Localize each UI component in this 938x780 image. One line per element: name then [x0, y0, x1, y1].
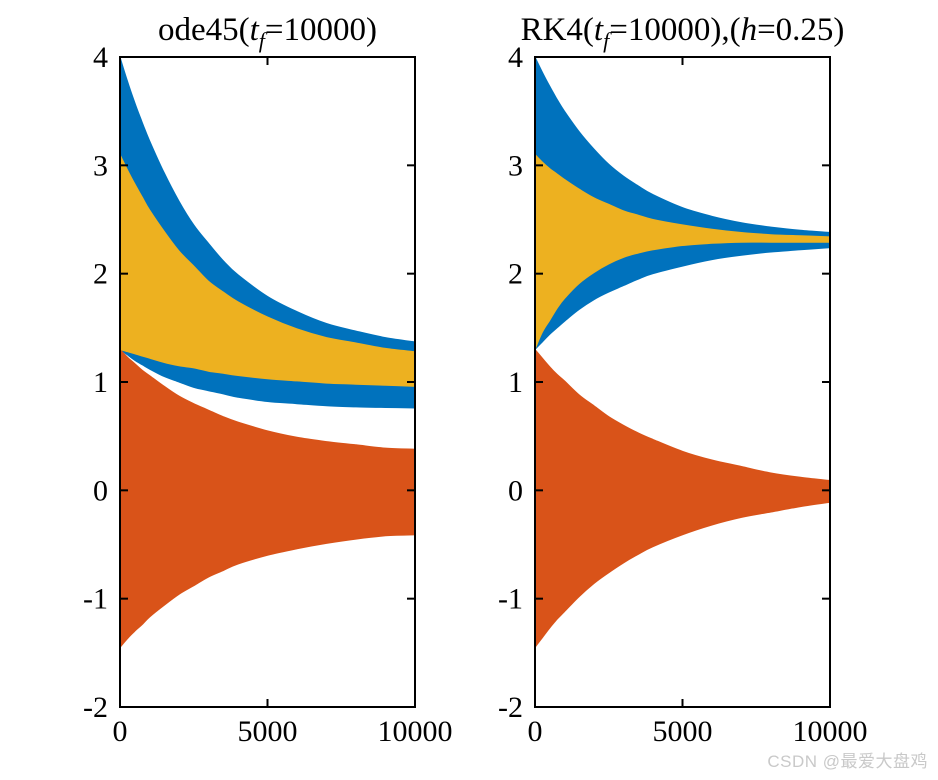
y-tick-label: -2: [498, 691, 523, 724]
title-part: =10000): [265, 12, 377, 48]
subplot-title: RK4(tf=10000),(h=0.25): [521, 12, 845, 53]
subplot-rk4: -2 -1 0 1 2 3 4 0 5000 10000 RK4(tf=10000),(h=0.25…: [498, 12, 868, 748]
y-tick-label: 2: [508, 258, 523, 291]
x-tick-label: 5000: [238, 715, 298, 748]
title-part: h: [741, 12, 758, 48]
subplot-ode45: -2 -1 0 1 2 3 4 0 5000 10000 ode45(tf=10000): [83, 12, 453, 748]
x-tick-label: 10000: [378, 715, 453, 748]
x-tick-label: 5000: [653, 715, 713, 748]
y-tick-label: 3: [508, 149, 523, 182]
title-part: =10000),(: [609, 12, 740, 48]
y-tick-label: -1: [83, 583, 108, 616]
title-part: ode45(: [158, 12, 250, 48]
title-part: =0.25): [757, 12, 844, 48]
y-tick-label: 1: [508, 366, 523, 399]
watermark-text: CSDN @最爱大盘鸡: [767, 752, 928, 771]
title-part: RK4(: [521, 12, 594, 48]
y-tick-label: 0: [508, 474, 523, 507]
title-part: t: [594, 12, 604, 48]
title-part: t: [250, 12, 260, 48]
x-tick-label: 0: [113, 715, 128, 748]
y-tick-label: -1: [498, 583, 523, 616]
subplot-title: ode45(tf=10000): [158, 12, 377, 53]
series-orange-oscillation-band: [534, 348, 831, 649]
y-tick-label: 4: [93, 41, 108, 74]
title-part: f: [259, 28, 268, 53]
watermark: CSDN @最爱大盘鸡: [767, 747, 928, 772]
y-tick-label: 4: [508, 41, 523, 74]
x-tick-label: 10000: [793, 715, 868, 748]
y-tick-label: 2: [93, 258, 108, 291]
y-tick-label: 1: [93, 366, 108, 399]
title-part: f: [603, 28, 612, 53]
x-tick-label: 0: [528, 715, 543, 748]
y-tick-label: 0: [93, 474, 108, 507]
y-tick-label: 3: [93, 149, 108, 182]
y-tick-label: -2: [83, 691, 108, 724]
